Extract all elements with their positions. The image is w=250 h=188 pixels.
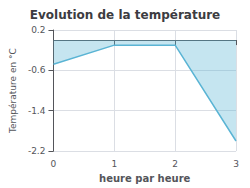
svg-text:3: 3 [233, 159, 239, 169]
svg-text:-0.6: -0.6 [28, 65, 46, 75]
svg-text:Température en °C: Température en °C [8, 48, 18, 134]
svg-text:Evolution de la température: Evolution de la température [30, 8, 221, 22]
svg-text:0: 0 [51, 159, 57, 169]
svg-text:2: 2 [172, 159, 178, 169]
svg-text:1: 1 [111, 159, 117, 169]
svg-text:0.2: 0.2 [31, 25, 45, 35]
svg-text:-1.4: -1.4 [28, 106, 46, 116]
svg-text:-2.2: -2.2 [28, 146, 46, 156]
svg-text:heure par heure: heure par heure [99, 173, 190, 184]
